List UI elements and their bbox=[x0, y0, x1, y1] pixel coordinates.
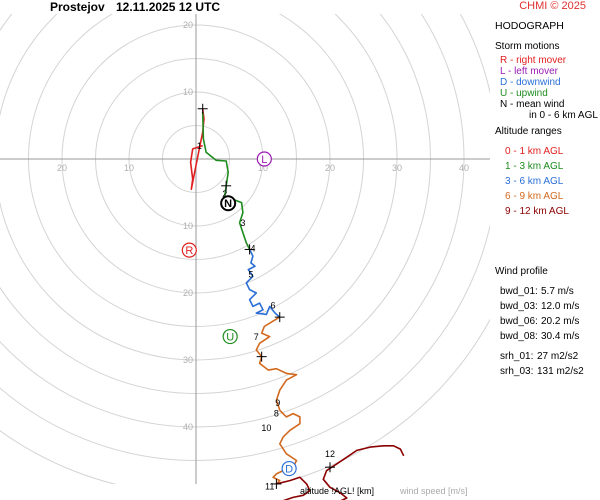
height-label: 1 bbox=[197, 141, 202, 151]
level-plus-marker bbox=[325, 462, 335, 473]
ring-tick-label: 10 bbox=[258, 163, 268, 173]
wind-profile-title: Wind profile bbox=[495, 266, 548, 277]
bwd-06-value: 20.2 m/s bbox=[541, 316, 580, 327]
svg-text:N: N bbox=[224, 198, 232, 210]
height-label: 6 bbox=[271, 300, 276, 310]
altitude-range-6-9: 6 - 9 km AGL bbox=[505, 191, 564, 202]
height-label: 8 bbox=[274, 408, 279, 418]
speed-ring bbox=[0, 14, 465, 428]
svg-text:L: L bbox=[261, 154, 267, 166]
ring-tick-label: 30 bbox=[183, 355, 193, 365]
level-plus-marker bbox=[274, 312, 285, 323]
svg-text:U: U bbox=[226, 332, 234, 344]
speed-rings bbox=[0, 14, 490, 484]
storm-marker-l: L bbox=[256, 151, 272, 167]
legend-mean-wind-note: in 0 - 6 km AGL bbox=[529, 110, 598, 121]
height-label: 4 bbox=[250, 243, 255, 253]
legend-upwind: U - upwind bbox=[500, 88, 548, 99]
ring-tick-label: 30 bbox=[392, 163, 402, 173]
storm-marker-u: U bbox=[222, 328, 238, 345]
speed-ring bbox=[0, 318, 490, 484]
altitude-range-1-3: 1 - 3 km AGL bbox=[505, 161, 564, 172]
altitude-range-0-1: 0 - 1 km AGL bbox=[505, 146, 564, 157]
ring-tick-label: 40 bbox=[183, 422, 193, 432]
srh-03-label: srh_03: bbox=[500, 366, 534, 377]
speed-ring bbox=[0, 14, 431, 394]
srh-03-value: 131 m2/s2 bbox=[537, 366, 584, 377]
ring-tick-label: 20 bbox=[183, 20, 193, 30]
height-label: 10 bbox=[261, 423, 271, 433]
panel-title: HODOGRAPH bbox=[495, 20, 564, 32]
ring-tick-label: 10 bbox=[124, 163, 134, 173]
ring-tick-labels: 20 10 10 20 30 40 20 10 10 20 30 40 bbox=[57, 20, 469, 432]
station-name: Prostejov bbox=[50, 0, 105, 14]
legend-left-mover: L - left mover bbox=[500, 66, 558, 77]
level-plus-marker bbox=[197, 103, 208, 114]
svg-text:R: R bbox=[185, 245, 193, 257]
height-label: 5 bbox=[248, 270, 253, 280]
wind-speed-units-label: wind speed [m/s] bbox=[400, 486, 468, 496]
ring-tick-label: 10 bbox=[183, 87, 193, 97]
altitude-ranges-title: Altitude ranges bbox=[495, 126, 562, 137]
storm-marker-n: N bbox=[220, 195, 237, 212]
height-label: 7 bbox=[254, 332, 259, 342]
storm-motions-title: Storm motions bbox=[495, 41, 560, 52]
altitude-units-label: altitude !AGL! [km] bbox=[300, 486, 375, 496]
ring-tick-label: 20 bbox=[325, 163, 335, 173]
bwd-03-value: 12.0 m/s bbox=[541, 301, 580, 312]
srh-01-label: srh_01: bbox=[500, 351, 534, 362]
storm-motion-markers: R L U D N bbox=[181, 151, 297, 477]
height-label: 3 bbox=[240, 218, 245, 228]
legend-downwind: D - downwind bbox=[500, 77, 561, 88]
height-label: 9 bbox=[275, 398, 280, 408]
level-plus-marker bbox=[244, 244, 255, 255]
bwd-01-value: 5.7 m/s bbox=[541, 286, 574, 297]
legend-mean-wind: N - mean wind bbox=[500, 99, 565, 110]
bwd-01-label: bwd_01: bbox=[500, 286, 538, 297]
hodograph-traces bbox=[189, 108, 405, 500]
srh-01-value: 27 m2/s2 bbox=[537, 351, 579, 362]
hodograph-segment-1-3km bbox=[201, 112, 251, 250]
altitude-range-3-6: 3 - 6 km AGL bbox=[505, 176, 564, 187]
altitude-range-9-12: 9 - 12 km AGL bbox=[505, 206, 569, 217]
svg-text:D: D bbox=[285, 464, 293, 476]
ring-tick-label: 40 bbox=[459, 163, 469, 173]
bwd-08-label: bwd_08: bbox=[500, 331, 538, 342]
height-label: 12 bbox=[325, 449, 335, 459]
ring-tick-label: 20 bbox=[183, 288, 193, 298]
height-label: 11 bbox=[265, 481, 274, 491]
legend-right-mover: R - right mover bbox=[500, 55, 567, 66]
bwd-06-label: bwd_06: bbox=[500, 316, 538, 327]
speed-ring bbox=[0, 14, 490, 461]
storm-marker-d: D bbox=[281, 460, 297, 477]
valid-datetime: 12.11.2025 12 UTC bbox=[116, 0, 221, 14]
level-plus-marker bbox=[256, 351, 267, 362]
credit-text: CHMI © 2025 bbox=[519, 0, 586, 12]
level-plus-marker bbox=[271, 478, 282, 489]
speed-ring bbox=[0, 14, 398, 361]
height-label: 2 bbox=[222, 189, 227, 199]
level-markers bbox=[197, 103, 335, 489]
level-plus-marker bbox=[221, 180, 232, 191]
storm-marker-r: R bbox=[181, 242, 197, 258]
hodograph-segment-3-6km bbox=[245, 249, 281, 318]
bwd-08-value: 30.4 m/s bbox=[541, 331, 580, 342]
ring-tick-label: 20 bbox=[57, 163, 67, 173]
ring-tick-label: 10 bbox=[183, 221, 193, 231]
hodograph-segment-9-12km bbox=[276, 444, 405, 500]
bwd-03-label: bwd_03: bbox=[500, 301, 538, 312]
